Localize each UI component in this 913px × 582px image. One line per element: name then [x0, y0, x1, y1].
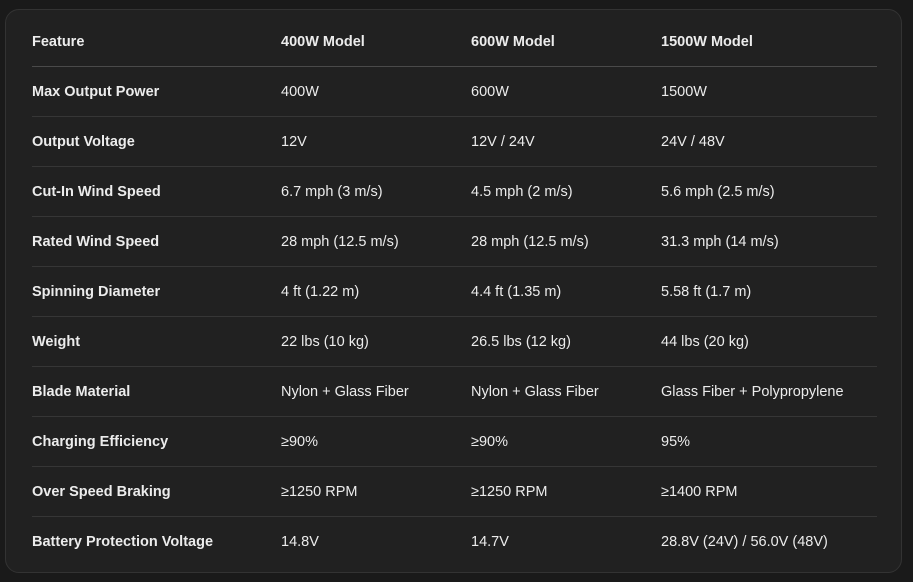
- value-cell: 24V / 48V: [661, 116, 877, 167]
- feature-cell: Max Output Power: [32, 66, 281, 117]
- value-cell: 22 lbs (10 kg): [281, 316, 471, 367]
- value-cell: Nylon + Glass Fiber: [471, 366, 661, 417]
- value-cell: ≥1250 RPM: [471, 466, 661, 517]
- feature-cell: Battery Protection Voltage: [32, 533, 214, 550]
- column-header: 600W Model: [471, 18, 661, 67]
- value-cell: ≥90%: [471, 416, 661, 467]
- value-cell: 400W: [281, 66, 471, 117]
- value-cell: ≥90%: [281, 416, 471, 467]
- feature-cell: Spinning Diameter: [32, 266, 281, 317]
- value-cell: 600W: [471, 66, 661, 117]
- feature-cell: Weight: [32, 316, 281, 367]
- table-row: Over Speed Braking ≥1250 RPM ≥1250 RPM ≥140…: [32, 466, 877, 517]
- table-row: Charging Efficiency ≥90% ≥90% 95%: [32, 416, 877, 467]
- feature-cell: Cut-In Wind Speed: [32, 166, 281, 217]
- table-row: Max Output Power 400W 600W 1500W: [32, 66, 877, 117]
- feature-cell: Over Speed Braking: [32, 466, 281, 517]
- feature-cell: Rated Wind Speed: [32, 216, 281, 267]
- value-cell: 31.3 mph (14 m/s): [661, 216, 877, 267]
- table-row: Output Voltage 12V 12V / 24V 24V / 48V: [32, 116, 877, 167]
- table-row: Spinning Diameter 4 ft (1.22 m) 4.4 ft (1.…: [32, 266, 877, 317]
- value-cell: 14.7V: [471, 533, 509, 550]
- value-cell: 28.8V (24V) / 56.0V (48V): [661, 533, 828, 550]
- value-cell: 5.58 ft (1.7 m): [661, 266, 877, 317]
- table-header-row: Feature 400W Model 600W Model 1500W Model: [32, 18, 877, 67]
- table-row: Blade Material Nylon + Glass Fiber Nylon +…: [32, 366, 877, 417]
- comparison-card: Feature 400W Model 600W Model 1500W Model M…: [5, 9, 902, 573]
- value-cell: 5.6 mph (2.5 m/s): [661, 166, 877, 217]
- table-row: Weight 22 lbs (10 kg) 26.5 lbs (12 kg) 44 l…: [32, 316, 877, 367]
- column-header: 400W Model: [281, 18, 471, 67]
- value-cell: 14.8V: [281, 533, 319, 550]
- value-cell: 4.5 mph (2 m/s): [471, 166, 661, 217]
- feature-cell: Output Voltage: [32, 116, 281, 167]
- value-cell: 95%: [661, 416, 877, 467]
- value-cell: ≥1250 RPM: [281, 466, 471, 517]
- value-cell: 28 mph (12.5 m/s): [281, 216, 471, 267]
- value-cell: 26.5 lbs (12 kg): [471, 316, 661, 367]
- value-cell: 1500W: [661, 66, 877, 117]
- feature-cell: Charging Efficiency: [32, 416, 281, 467]
- value-cell: Nylon + Glass Fiber: [281, 366, 471, 417]
- feature-cell: Blade Material: [32, 366, 281, 417]
- table-row: Battery Protection Voltage 14.8V 14.7V 28.8…: [32, 517, 877, 567]
- value-cell: ≥1400 RPM: [661, 466, 877, 517]
- value-cell: 4.4 ft (1.35 m): [471, 266, 661, 317]
- value-cell: 12V: [281, 116, 471, 167]
- value-cell: 12V / 24V: [471, 116, 661, 167]
- value-cell: Glass Fiber + Polypropylene: [661, 366, 877, 417]
- table-row: Cut-In Wind Speed 6.7 mph (3 m/s) 4.5 mph …: [32, 166, 877, 217]
- value-cell: 28 mph (12.5 m/s): [471, 216, 661, 267]
- table-row: Rated Wind Speed 28 mph (12.5 m/s) 28 mph …: [32, 216, 877, 267]
- column-header: 1500W Model: [661, 18, 877, 67]
- column-header: Feature: [32, 18, 281, 67]
- value-cell: 6.7 mph (3 m/s): [281, 166, 471, 217]
- value-cell: 4 ft (1.22 m): [281, 266, 471, 317]
- comparison-table: Feature 400W Model 600W Model 1500W Model M…: [32, 18, 877, 566]
- value-cell: 44 lbs (20 kg): [661, 316, 877, 367]
